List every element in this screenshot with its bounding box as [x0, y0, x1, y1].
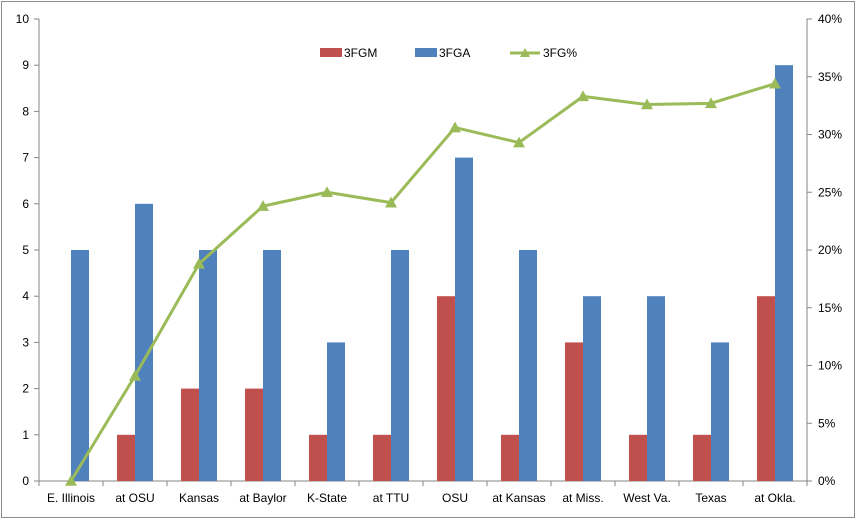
marker-3fg-pct-7 — [513, 136, 525, 148]
x-tick-label: at Okla. — [754, 491, 795, 505]
y-left-tick-label: 7 — [22, 151, 29, 165]
y-right-tick-label: 35% — [818, 70, 842, 84]
legend-swatch-3FGM — [320, 48, 342, 57]
marker-3fg-pct-3 — [257, 200, 269, 211]
marker-3fg-pct-6 — [449, 121, 461, 133]
y-right-tick-label: 25% — [818, 185, 842, 199]
y-left-tick-label: 8 — [22, 104, 29, 118]
x-tick-label: at TTU — [373, 491, 409, 505]
line-3fg-pct — [69, 82, 776, 482]
x-tick-label: OSU — [442, 491, 468, 505]
bar-3fga-9 — [647, 296, 665, 481]
bar-3fgm-8 — [565, 342, 583, 481]
legend-label: 3FGA — [439, 46, 470, 60]
marker-3fg-pct-2 — [193, 257, 205, 269]
bar-3fgm-10 — [693, 434, 711, 481]
bar-3fgm-7 — [501, 434, 519, 481]
y-left-tick-label: 2 — [22, 382, 29, 396]
y-left-tick-label: 10 — [16, 12, 30, 26]
bar-3fga-8 — [583, 296, 601, 481]
x-tick-label: Kansas — [179, 491, 219, 505]
marker-3fg-pct-9 — [641, 98, 653, 110]
y-right-tick-label: 5% — [818, 416, 836, 430]
marker-3fg-pct-4 — [321, 186, 333, 198]
bar-3fga-1 — [135, 203, 153, 482]
x-tick-label: K-State — [307, 491, 347, 505]
bar-3fgm-5 — [373, 434, 391, 481]
x-tick-label: at OSU — [115, 491, 154, 505]
y-left-tick-label: 0 — [22, 474, 29, 488]
marker-3fg-pct-0 — [65, 475, 77, 486]
marker-3fg-pct-10 — [705, 97, 717, 109]
bar-3fga-6 — [455, 157, 473, 481]
bar-3fgm-4 — [309, 434, 327, 481]
x-tick-label: at Kansas — [492, 491, 545, 505]
legend-marker — [520, 48, 530, 57]
y-right-tick-label: 30% — [818, 128, 842, 142]
x-tick-label: E. Illinois — [47, 491, 95, 505]
bar-3fga-3 — [263, 250, 281, 481]
y-left-tick-label: 6 — [22, 197, 29, 211]
y-left-tick-label: 3 — [22, 335, 29, 349]
bar-3fga-10 — [711, 342, 729, 481]
bar-3fgm-6 — [437, 296, 455, 481]
bar-3fga-11 — [775, 65, 793, 481]
bar-3fgm-1 — [117, 434, 135, 481]
bar-3fga-2 — [199, 250, 217, 481]
y-right-tick-label: 20% — [818, 243, 842, 257]
legend-label: 3FG% — [543, 46, 577, 60]
marker-3fg-pct-5 — [385, 196, 397, 208]
y-left-tick-label: 9 — [22, 58, 29, 72]
y-left-tick-label: 4 — [22, 289, 29, 303]
y-right-tick-label: 10% — [818, 359, 842, 373]
x-tick-label: West Va. — [623, 491, 671, 505]
bar-3fgm-11 — [757, 296, 775, 481]
y-right-tick-label: 15% — [818, 301, 842, 315]
bar-3fga-5 — [391, 250, 409, 481]
y-left-tick-label: 5 — [22, 243, 29, 257]
y-right-tick-label: 0% — [818, 474, 836, 488]
bar-3fgm-3 — [245, 388, 263, 481]
marker-3fg-pct-8 — [577, 90, 589, 102]
bar-3fgm-2 — [181, 388, 199, 481]
x-tick-label: Texas — [695, 491, 726, 505]
bar-3fga-0 — [71, 250, 89, 481]
marker-3fg-pct-1 — [129, 369, 141, 381]
bar-3fga-4 — [327, 342, 345, 481]
x-tick-label: at Baylor — [239, 491, 286, 505]
y-left-tick-label: 1 — [22, 428, 29, 442]
legend-label: 3FGM — [344, 46, 377, 60]
legend-swatch-3FGA — [415, 48, 437, 57]
marker-3fg-pct-11 — [769, 77, 781, 89]
y-right-tick-label: 40% — [818, 12, 842, 26]
bar-3fga-7 — [519, 250, 537, 481]
bar-3fgm-9 — [629, 434, 647, 481]
x-tick-label: at Miss. — [562, 491, 603, 505]
